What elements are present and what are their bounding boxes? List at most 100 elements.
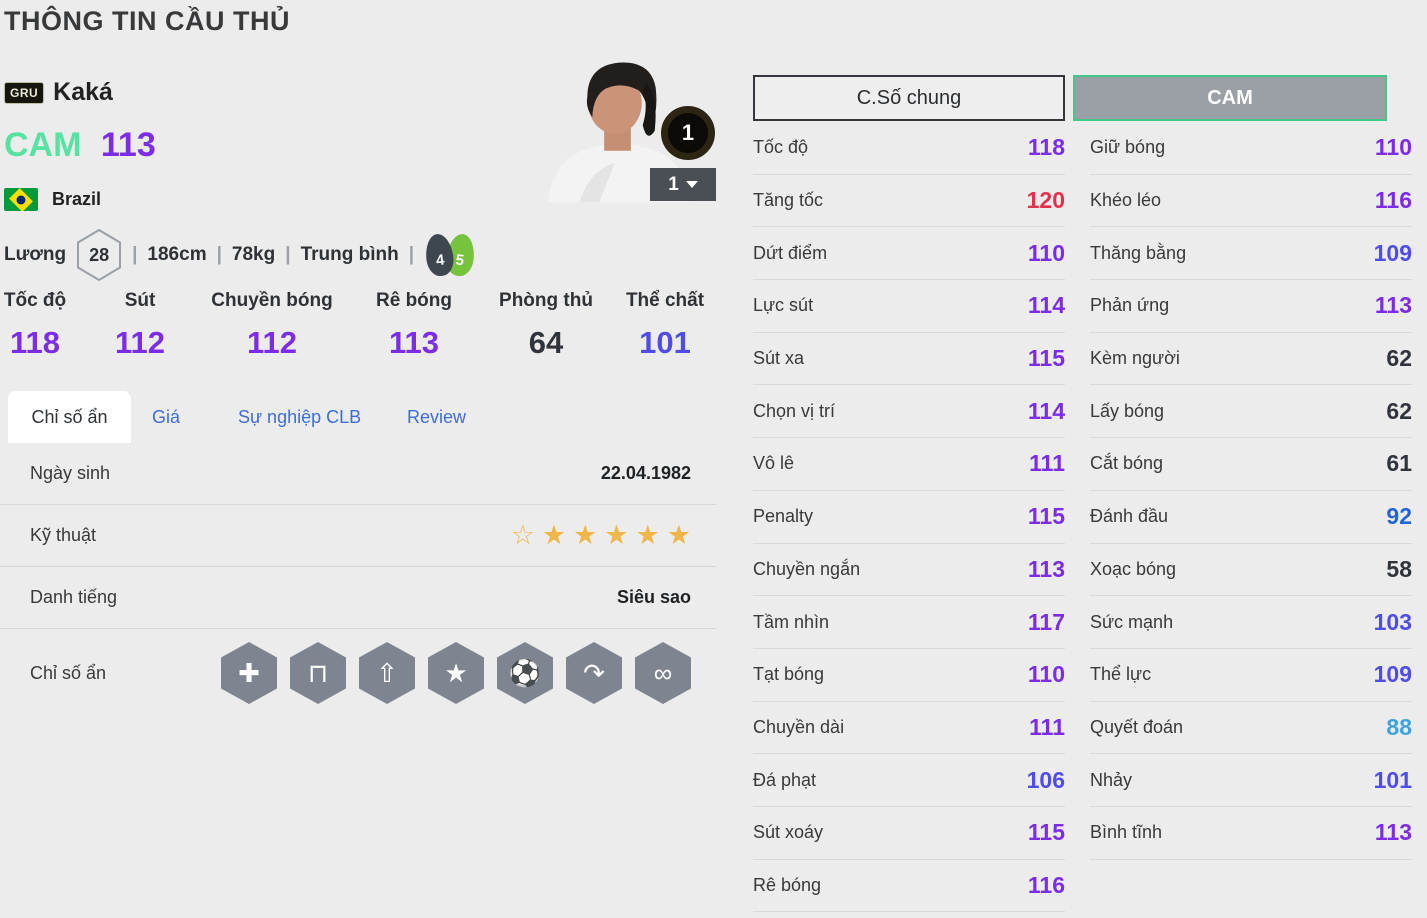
foot-rating: 4 5 — [423, 232, 477, 278]
stat-row: Khéo léo 116 — [1090, 175, 1412, 228]
height-value: 186cm — [147, 244, 207, 265]
power-header-icon[interactable]: ⇧ — [359, 642, 415, 704]
stat-label: Tầm nhìn — [753, 611, 830, 632]
main-stat-label: Chuyền bóng — [211, 290, 333, 311]
curve-pass-icon[interactable]: ↷ — [566, 642, 622, 704]
main-stat-label: Phòng thủ — [499, 290, 593, 311]
main-stat-label: Thể chất — [625, 290, 705, 311]
ambulance-icon[interactable]: ✚ — [221, 642, 277, 704]
stat-label: Tăng tốc — [753, 190, 824, 211]
position-ovr-row: CAM 113 — [4, 126, 156, 165]
fame-label: Danh tiếng — [30, 587, 118, 607]
stat-row: Rê bóng 116 — [753, 860, 1065, 913]
star-icon: ★ — [635, 520, 660, 550]
stat-column-left: Tốc độ 118 Tăng tốc 120 Dứt điểm 110 Lực… — [753, 122, 1065, 913]
level-dropdown-value: 1 — [668, 173, 679, 195]
tab-review[interactable]: Review — [407, 406, 467, 427]
stat-row: Vô lê 111 — [753, 438, 1065, 491]
body-type-value: Trung bình — [300, 244, 399, 265]
stat-row: Chuyền ngắn 113 — [753, 544, 1065, 597]
main-stat-label: Sút — [124, 290, 156, 311]
tab-club-career[interactable]: Sự nghiệp CLB — [238, 406, 362, 427]
stat-value: 117 — [1027, 608, 1065, 635]
dob-row: Ngày sinh 22.04.1982 — [0, 443, 716, 505]
star-icon: ★ — [666, 520, 691, 550]
left-tabs: Chỉ số ẩn Giá Sự nghiệp CLB Review — [0, 391, 716, 443]
stat-value: 110 — [1374, 134, 1412, 161]
stat-value: 116 — [1374, 187, 1412, 214]
stat-value: 110 — [1027, 661, 1065, 688]
fame-value: Siêu sao — [616, 587, 691, 607]
skill-row: Kỹ thuật ☆ ★ ★ ★ ★ ★ — [0, 505, 716, 567]
stat-row: Đá phạt 106 — [753, 754, 1065, 807]
fame-row: Danh tiếng Siêu sao — [0, 567, 716, 629]
brazil-flag-icon — [4, 188, 38, 211]
stat-label: Lấy bóng — [1090, 400, 1165, 421]
general-stats-button[interactable]: C.Số chung — [753, 75, 1065, 121]
wage-hexagon-badge: 28 — [76, 229, 122, 281]
separator: | — [285, 244, 291, 265]
stat-row: Cắt bóng 61 — [1090, 438, 1412, 491]
main-stat-value: 118 — [9, 325, 60, 360]
stat-row: Quyết đoán 88 — [1090, 702, 1412, 755]
level-dropdown[interactable]: 1 — [650, 168, 716, 201]
stat-row: Lấy bóng 62 — [1090, 385, 1412, 439]
stat-row: Sức mạnh 103 — [1090, 596, 1412, 649]
dribble-path-icon[interactable]: ∞ — [635, 642, 691, 704]
stat-row: Tăng tốc 120 — [753, 175, 1065, 228]
stat-row: Tầm nhìn 117 — [753, 596, 1065, 649]
tab-hidden-stats[interactable]: Chỉ số ẩn — [8, 391, 131, 443]
stat-label: Phản ứng — [1090, 295, 1170, 316]
wage-label: Lương — [4, 244, 67, 265]
stat-value: 62 — [1386, 345, 1412, 372]
stat-label: Sút xa — [753, 348, 805, 369]
stat-value: 109 — [1373, 239, 1412, 266]
stat-row: Sút xoáy 115 — [753, 807, 1065, 860]
stat-value: 113 — [1027, 555, 1065, 582]
main-stat-label: Rê bóng — [376, 290, 452, 311]
main-stat: Tốc độ 118 — [0, 290, 70, 361]
detail-rows: Ngày sinh 22.04.1982 Kỹ thuật ☆ ★ ★ ★ ★ ★ Dan… — [0, 443, 716, 717]
stat-value: 103 — [1373, 608, 1412, 635]
stat-row: Giữ bóng 110 — [1090, 122, 1412, 175]
nation-row: Brazil — [4, 188, 101, 211]
stat-label: Thể lực — [1090, 664, 1152, 685]
stat-row: Chọn vị trí 114 — [753, 385, 1065, 439]
boot-star-icon[interactable]: ★ — [428, 642, 484, 704]
stat-value: 120 — [1026, 187, 1065, 214]
hidden-stats-label: Chỉ số ẩn — [30, 662, 107, 683]
skill-label: Kỹ thuật — [30, 525, 97, 545]
main-stat-label: Tốc độ — [3, 290, 67, 311]
separator: | — [408, 244, 415, 265]
stat-row: Sút xa 115 — [753, 333, 1065, 386]
stat-label: Tạt bóng — [753, 664, 825, 685]
chip-shot-icon[interactable]: ⚽ — [497, 642, 553, 704]
stat-value: 58 — [1386, 555, 1412, 582]
stat-label: Đá phạt — [753, 769, 817, 790]
stat-label: Xoạc bóng — [1090, 558, 1177, 579]
star-icon: ☆ — [510, 520, 535, 550]
stat-label: Vô lê — [753, 453, 795, 474]
stat-label: Bình tĩnh — [1090, 822, 1163, 843]
stat-label: Cắt bóng — [1090, 453, 1164, 474]
stat-value: 92 — [1386, 503, 1412, 530]
stat-label: Chọn vị trí — [753, 400, 836, 421]
star-icon: ★ — [604, 520, 629, 550]
cam-stats-button[interactable]: CAM — [1073, 75, 1387, 121]
stat-label: Sút xoáy — [753, 822, 824, 843]
stat-value: 115 — [1027, 345, 1065, 372]
stat-value: 116 — [1027, 871, 1065, 898]
separator: | — [132, 244, 138, 265]
stat-value: 115 — [1027, 503, 1065, 530]
main-stats: Tốc độ 118 Sút 112 Chuyền bóng 112 Rê bó… — [0, 290, 716, 380]
stat-label: Khéo léo — [1090, 190, 1162, 211]
stat-label: Thăng bằng — [1090, 242, 1187, 263]
main-stat-value: 64 — [528, 325, 564, 360]
stat-value: 106 — [1026, 766, 1065, 793]
stat-value: 101 — [1373, 766, 1412, 793]
tab-price[interactable]: Giá — [152, 406, 181, 427]
player-name: Kaká — [53, 78, 113, 106]
goal-shot-icon[interactable]: ⊓ — [290, 642, 346, 704]
stat-value: 114 — [1027, 397, 1065, 424]
stat-row: Lực sút 114 — [753, 280, 1065, 333]
